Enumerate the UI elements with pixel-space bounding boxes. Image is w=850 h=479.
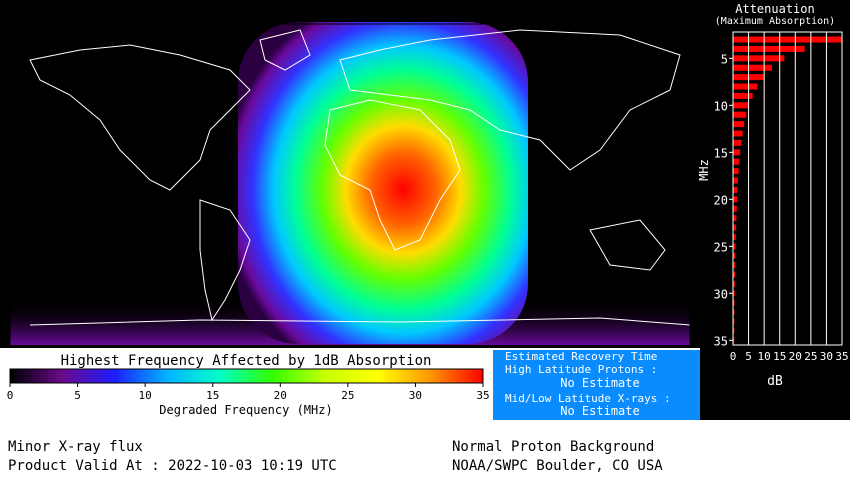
- bar: [733, 252, 736, 259]
- valid-time: Product Valid At : 2022-10-03 10:19 UTC: [8, 458, 337, 474]
- y-axis-label: MHz: [697, 159, 711, 181]
- bar: [733, 149, 741, 156]
- bar: [733, 168, 739, 175]
- x-tick-label: 15: [773, 350, 786, 363]
- proton-status: Normal Proton Background: [452, 439, 654, 455]
- bar: [733, 36, 842, 43]
- y-tick-label: 20: [714, 193, 728, 207]
- coastlines: [29, 29, 691, 326]
- colorbar-tick-label: 30: [409, 389, 422, 402]
- bar: [733, 55, 785, 62]
- recovery-value: No Estimate: [560, 376, 639, 390]
- bar: [733, 224, 737, 231]
- bar: [733, 271, 736, 278]
- bar: [733, 121, 745, 128]
- colorbar-tick-label: 0: [7, 389, 14, 402]
- y-tick-label: 30: [714, 287, 728, 301]
- colorbar-tick-label: 25: [341, 389, 354, 402]
- bar: [733, 130, 743, 137]
- footer-background: [0, 420, 850, 475]
- recovery-box: [493, 350, 700, 420]
- bar: [733, 233, 736, 240]
- bar: [733, 318, 735, 325]
- colorbar-tick-label: 20: [274, 389, 287, 402]
- recovery-title: Estimated Recovery Time: [505, 350, 657, 363]
- map-frame: [9, 23, 691, 347]
- xray-status: Minor X-ray flux: [8, 439, 143, 455]
- bar: [733, 337, 735, 344]
- y-tick-label: 25: [714, 240, 728, 254]
- x-tick-label: 35: [835, 350, 848, 363]
- bar: [733, 327, 735, 334]
- attenuation-subtitle: (Maximum Absorption): [715, 16, 835, 27]
- bar: [733, 243, 736, 250]
- y-tick-label: 35: [714, 334, 728, 348]
- colorbar: [9, 368, 484, 384]
- recovery-label: High Latitude Protons :: [505, 363, 657, 376]
- attenuation-title: Attenuation: [735, 2, 814, 16]
- x-axis-label: dB: [767, 374, 783, 389]
- x-tick-label: 25: [804, 350, 817, 363]
- bar: [733, 280, 735, 287]
- bar: [733, 186, 738, 193]
- colorbar-tick-label: 10: [139, 389, 152, 402]
- bar: [733, 83, 758, 90]
- x-tick-label: 10: [758, 350, 771, 363]
- bar: [733, 45, 805, 52]
- bar: [733, 139, 742, 146]
- colorbar-tick-label: 35: [476, 389, 489, 402]
- x-tick-label: 20: [789, 350, 802, 363]
- bar: [733, 290, 735, 297]
- bar: [733, 111, 747, 118]
- bar: [733, 196, 738, 203]
- recovery-label: Mid/Low Latitude X-rays :: [505, 392, 671, 405]
- colorbar-label: Degraded Frequency (MHz): [159, 403, 332, 417]
- x-tick-label: 5: [745, 350, 752, 363]
- chart-background: [700, 0, 850, 420]
- bar: [733, 102, 750, 109]
- bar: [733, 299, 735, 306]
- bar: [733, 309, 735, 316]
- y-tick-label: 5: [721, 52, 728, 66]
- bar: [733, 205, 737, 212]
- bar: [733, 177, 738, 184]
- colorbar-tick-label: 15: [206, 389, 219, 402]
- colorbar-tick-label: 5: [74, 389, 81, 402]
- absorption-region: [238, 22, 528, 344]
- plot-frame: [732, 31, 843, 346]
- x-tick-label: 0: [730, 350, 737, 363]
- source: NOAA/SWPC Boulder, CO USA: [452, 458, 663, 474]
- bar: [733, 215, 737, 222]
- bar: [733, 92, 753, 99]
- bar: [733, 158, 740, 165]
- bar: [733, 262, 736, 269]
- colorbar-title: Highest Frequency Affected by 1dB Absorp…: [61, 353, 432, 369]
- recovery-value: No Estimate: [560, 404, 639, 418]
- y-tick-label: 10: [714, 99, 728, 113]
- y-tick-label: 15: [714, 146, 728, 160]
- x-tick-label: 30: [820, 350, 833, 363]
- bar: [733, 64, 772, 71]
